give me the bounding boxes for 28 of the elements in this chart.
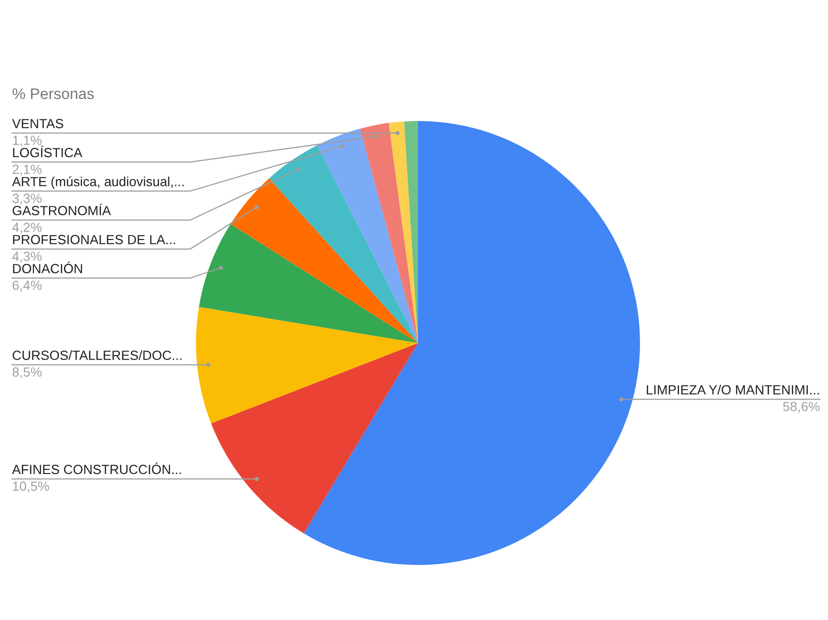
pie-slice: [196, 306, 418, 424]
slice-label: LIMPIEZA Y/O MANTENIMI...: [646, 384, 819, 394]
slice-label: LOGÍSTICA: [13, 146, 82, 158]
data-label: 8,5%: [12, 367, 42, 378]
slice-label: DONACIÓN: [13, 262, 82, 274]
pie-slice: [360, 122, 418, 343]
slice-label: VENTAS: [12, 118, 64, 128]
slice-label: AFINES CONSTRUCCIÓN...: [12, 462, 181, 474]
pie-slice: [198, 224, 418, 343]
slice-label: PROFESIONALES DE LA...: [13, 234, 176, 244]
data-label: 58,6%: [783, 402, 820, 413]
slice-label: GASTRONOMÍA: [12, 204, 111, 216]
pie-slice: [304, 121, 640, 565]
pie-slice: [317, 128, 418, 343]
pie-slice: [388, 121, 418, 343]
pie-slice: [211, 343, 418, 534]
pie-slice: [269, 145, 418, 343]
data-label: 10,5%: [13, 482, 49, 492]
slice-label: ARTE (música, audiovisual,...: [12, 176, 184, 189]
data-label: 2,1%: [12, 164, 42, 176]
data-label: 6,4%: [12, 280, 42, 292]
data-label: 4,3%: [12, 252, 42, 263]
data-label: 3,3%: [12, 194, 42, 205]
chart-title: % Personas: [12, 88, 94, 100]
slice-label: CURSOS/TALLERES/DOC...: [12, 350, 182, 360]
data-label: 4,2%: [12, 222, 42, 234]
data-label: 1,1%: [13, 136, 42, 147]
pie-slice: [230, 178, 418, 343]
